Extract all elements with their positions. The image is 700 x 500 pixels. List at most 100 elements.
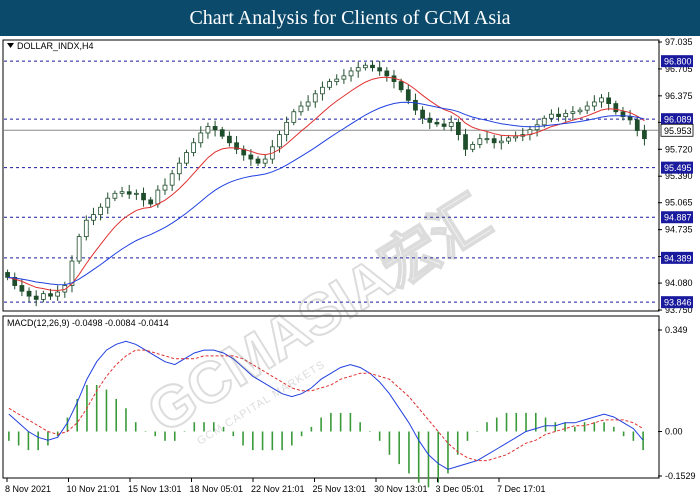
macd-histogram-bar [66,417,69,432]
macd-histogram-bar [427,431,430,488]
macd-histogram-bar [359,422,361,432]
candle-body [262,158,268,164]
candle-body [441,123,447,127]
macd-histogram-bar [144,431,147,433]
candle-body [141,192,146,201]
macd-histogram-bar [505,412,508,432]
macd-histogram-bar [8,431,10,441]
candle-body [198,132,204,144]
level-label-box [661,55,693,68]
candle-body [291,111,297,123]
candlesticks [5,60,647,307]
candle-body [98,206,103,215]
candle-body [348,70,354,77]
candle-body [212,126,218,131]
y-tick-label: 95.390 [665,171,693,181]
macd-histogram-bar [398,431,400,465]
candle-body [370,64,375,69]
candle-body [284,121,290,135]
candle-body [434,121,440,125]
candle-body [341,75,347,80]
level-label-box [661,296,693,309]
candle-body [40,293,46,300]
macd-histogram-bar [515,412,518,432]
macd-histogram-bar [554,422,557,432]
candle-body [427,117,433,123]
level-label-box [661,211,693,224]
macd-histogram-bar [193,422,196,432]
level-label: 96.089 [664,115,692,125]
macd-histogram-bar [232,431,235,437]
macd-histogram-bar [222,426,225,432]
candle-body [642,130,647,140]
macd-histogram-bar [417,431,420,483]
macd-histogram-bar [56,431,59,437]
macd-histogram-bar [164,431,166,441]
candle-body [169,173,175,186]
candle-body [398,81,404,91]
candle-body [634,119,640,131]
candle-body [577,109,583,113]
macd-histogram-bar [574,426,576,432]
candle-body [513,135,518,139]
candle-body [613,103,619,113]
current-price-box [660,123,694,137]
y-tick-label: 96.375 [665,91,693,101]
candle-body [549,113,554,119]
macd-histogram-bar [17,431,20,446]
candle-body [205,126,211,134]
macd-signal-line [8,349,644,462]
level-label: 95.495 [664,163,692,173]
macd-y-tick-label: -0.1529 [665,471,696,481]
candle-body [83,219,89,237]
ma-fast-line [7,76,645,292]
level-label-box [661,161,693,174]
level-label: 93.846 [664,298,692,308]
macd-histogram-bar [95,384,98,432]
macd-histogram-bar [134,422,137,432]
macd-histogram-bar [632,431,635,441]
candle-body [119,191,125,194]
chart-title: Chart Analysis for Clients of GCM Asia [0,0,700,36]
macd-histogram-bar [271,431,274,451]
candle-body [591,101,597,107]
candle-body [584,105,590,111]
macd-histogram-bar [252,431,254,451]
level-label: 94.389 [664,253,692,263]
candle-body [69,260,75,286]
x-tick-label: 22 Nov 21:01 [251,484,305,494]
candle-body [355,67,361,72]
macd-histogram-bar [203,422,205,432]
candle-body [620,111,626,118]
x-tick-label: 15 Nov 13:01 [128,484,182,494]
candle-body [599,97,604,103]
x-tick-label: 10 Nov 21:01 [67,484,121,494]
macd-histogram-bar [154,431,157,437]
macd-histogram-bar [261,431,264,451]
dropdown-triangle-icon[interactable] [7,43,14,48]
candle-body [606,97,612,104]
macd-histogram-bar [476,431,479,433]
candle-body [448,121,454,127]
chart-area: 97.03596.70596.37596.05095.72095.39095.0… [0,36,700,500]
macd-histogram-bar [300,431,303,437]
level-labels: 96.800 96.089 95.495 94.887 94.389 93.846 95.9… [660,55,694,309]
candle-body [48,293,53,297]
candle-body [105,197,111,208]
candle-body [362,64,368,69]
macd-histogram-bar [47,431,49,446]
macd-histogram-bar [525,412,527,432]
candle-body [563,112,569,118]
x-tick-label: 7 Dec 17:01 [497,484,546,494]
macd-histogram-bar [613,426,615,432]
candle-body [26,290,32,297]
macd-pane [2,315,660,479]
candle-body [112,192,118,199]
macd-line [8,340,644,470]
candle-body [413,99,418,111]
macd-histogram-bar [593,422,596,432]
candle-body [219,129,225,137]
y-tick-label: 95.065 [665,198,693,208]
y-tick-label: 94.080 [665,278,693,288]
candle-body [491,138,497,144]
